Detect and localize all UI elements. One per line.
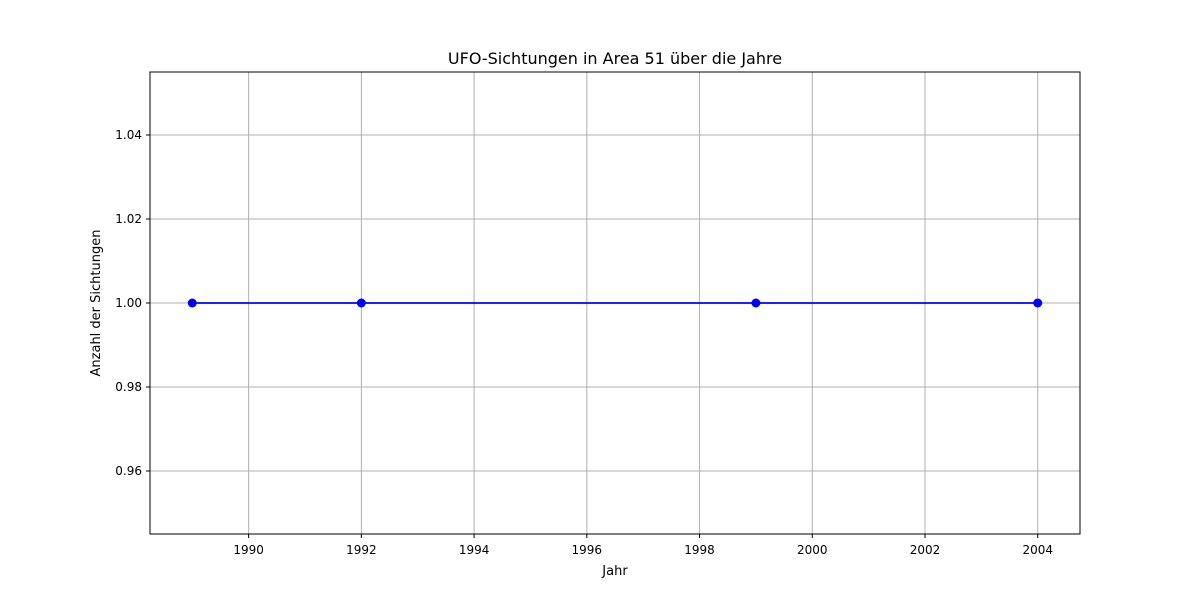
data-point [751, 298, 761, 308]
x-tick-label: 2000 [797, 543, 828, 557]
x-axis-ticks: 1990 1992 1994 1996 1998 2000 2002 2004 [233, 534, 1053, 557]
data-point [356, 298, 366, 308]
x-tick-label: 1996 [572, 543, 603, 557]
x-tick-label: 1992 [346, 543, 377, 557]
y-tick-label: 0.96 [115, 464, 142, 478]
x-tick-label: 1990 [233, 543, 264, 557]
y-tick-label: 1.02 [115, 212, 142, 226]
x-axis-label: Jahr [601, 564, 628, 579]
y-axis-label: Anzahl der Sichtungen [89, 230, 104, 377]
x-tick-label: 1998 [684, 543, 715, 557]
y-tick-label: 1.00 [115, 296, 142, 310]
y-tick-label: 0.98 [115, 380, 142, 394]
data-point [187, 298, 197, 308]
x-tick-label: 2002 [910, 543, 941, 557]
y-tick-label: 1.04 [115, 128, 142, 142]
series-layer [187, 298, 1043, 308]
y-axis-ticks: 0.96 0.98 1.00 1.02 1.04 [115, 128, 150, 478]
data-point [1033, 298, 1043, 308]
x-tick-label: 2004 [1022, 543, 1053, 557]
x-tick-label: 1994 [459, 543, 490, 557]
chart-title: UFO-Sichtungen in Area 51 über die Jahre [448, 49, 782, 68]
